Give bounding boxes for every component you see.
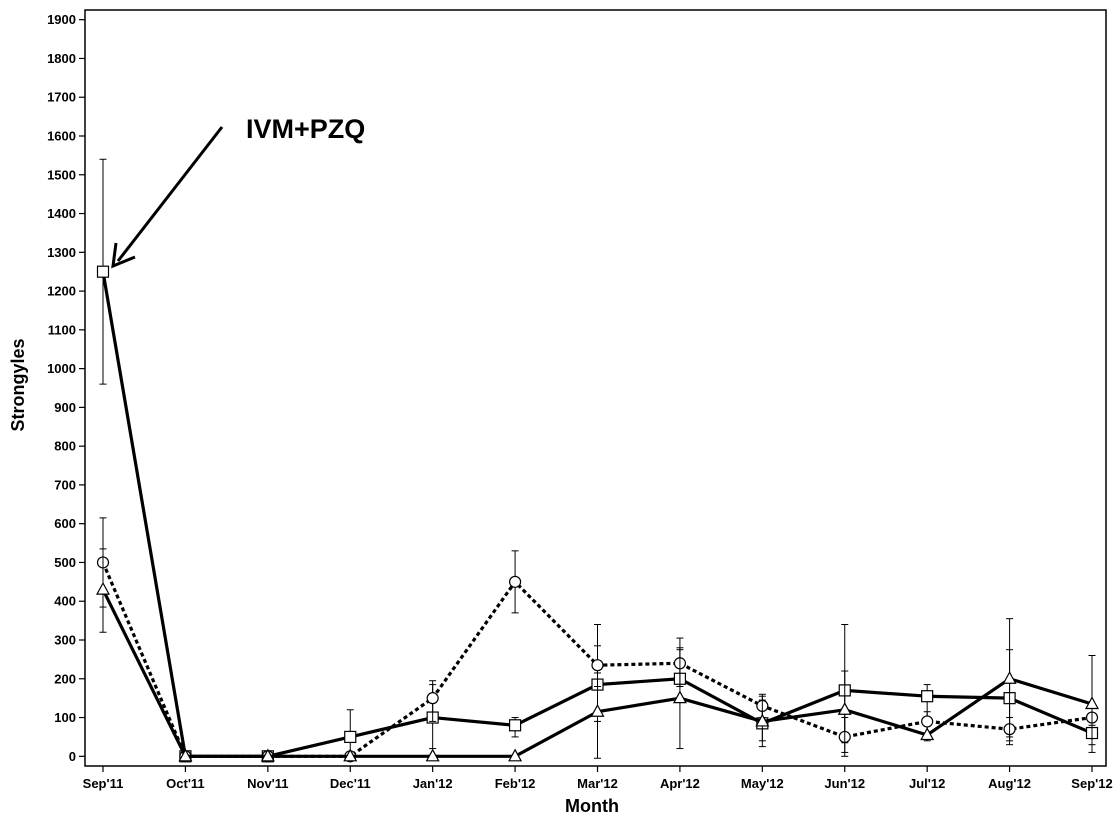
data-point-circle <box>426 692 439 705</box>
data-point-triangle <box>508 748 523 762</box>
x-tick-label: Aug'12 <box>988 776 1031 791</box>
data-point-triangle <box>425 748 440 762</box>
annotation-label: IVM+PZQ <box>246 114 365 144</box>
data-point-square <box>921 690 934 703</box>
x-tick-label: May'12 <box>741 776 784 791</box>
x-tick-label: Jun'12 <box>824 776 865 791</box>
y-tick-label: 1800 <box>47 51 76 66</box>
data-point-circle <box>591 659 604 672</box>
data-point-circle <box>508 575 522 588</box>
data-point-triangle <box>260 748 275 762</box>
y-tick-label: 300 <box>54 633 76 648</box>
y-tick-label: 1600 <box>47 129 76 144</box>
x-tick-label: Feb'12 <box>495 776 536 791</box>
data-point-triangle <box>755 713 770 727</box>
x-tick-label: Sep'12 <box>1071 776 1112 791</box>
y-axis-title: Strongyles <box>8 338 28 431</box>
x-tick-label: Apr'12 <box>660 776 700 791</box>
x-tick-label: Oct'11 <box>166 776 205 791</box>
data-point-circle <box>921 715 934 728</box>
data-point-triangle <box>590 703 605 717</box>
y-tick-label: 1300 <box>47 245 76 260</box>
series-triangle <box>95 548 1100 762</box>
x-tick-label: Nov'11 <box>247 776 288 791</box>
data-point-triangle <box>1002 671 1017 684</box>
data-point-triangle <box>95 581 111 595</box>
data-point-square <box>96 265 110 278</box>
y-tick-label: 200 <box>54 671 76 686</box>
data-point-square <box>344 730 357 744</box>
axes: 0 100 200 300 400 500 600 700 800 900 1000 1100 1200… <box>47 9 1113 791</box>
x-tick-label: Dec'11 <box>330 776 371 791</box>
y-tick-label: 1000 <box>47 361 76 376</box>
data-point-triangle <box>672 690 687 704</box>
annotation-arrow-head <box>111 242 136 269</box>
y-tick-label: 0 <box>69 749 76 764</box>
data-point-square <box>508 719 522 732</box>
y-tick-label: 100 <box>54 710 76 725</box>
data-point-triangle <box>343 748 358 762</box>
data-point-triangle <box>178 748 193 762</box>
series-layer <box>95 158 1100 763</box>
data-point-triangle <box>837 702 852 715</box>
y-tick-label: 800 <box>54 439 76 454</box>
y-tick-label: 1900 <box>47 12 76 27</box>
y-tick-label: 1200 <box>47 284 76 299</box>
y-tick-label: 500 <box>54 555 76 570</box>
y-tick-label: 1700 <box>47 90 76 105</box>
y-tick-label: 1100 <box>48 322 76 337</box>
annotation-arrow-shaft <box>116 126 224 262</box>
y-tick-label: 600 <box>54 516 76 531</box>
y-tick-label: 1500 <box>47 167 76 182</box>
y-tick-label: 1400 <box>47 206 76 221</box>
data-point-triangle <box>920 727 935 741</box>
plot-frame <box>84 9 1107 767</box>
y-tick-label: 900 <box>54 400 76 415</box>
x-tick-label: Sep'11 <box>83 776 124 791</box>
x-axis-title: Month <box>565 796 619 816</box>
annotation-layer: IVM+PZQ <box>111 114 365 269</box>
y-tick-label: 700 <box>54 477 76 492</box>
y-tick-label: 400 <box>54 594 76 609</box>
x-tick-label: Jan'12 <box>413 776 453 791</box>
data-point-triangle <box>1084 696 1100 710</box>
x-tick-label: Jul'12 <box>909 776 945 791</box>
x-tick-label: Mar'12 <box>577 776 618 791</box>
